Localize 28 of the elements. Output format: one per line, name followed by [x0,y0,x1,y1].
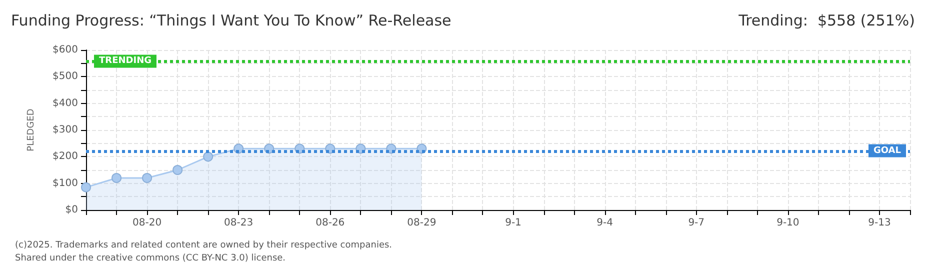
point [172,165,183,175]
point [81,182,91,192]
x-tick-label: 08-20 [132,218,162,228]
ref-line-label: GOAL [874,146,902,156]
point [142,173,152,183]
x-tick-label: 9-4 [596,218,613,228]
y-tick-label: $500 [52,71,78,82]
point [203,152,214,162]
x-tick-label: 9-1 [505,218,522,228]
x-tick-label: 9-7 [688,218,705,228]
text: (c)2025. Trademarks and related content are owned by their respective companies. [15,240,392,250]
x-tick-label: 08-26 [316,218,345,228]
chart-subtitle: Trending: $558 (251%) [738,12,916,30]
x-tick-label: 9-10 [776,218,800,228]
x-tick-label: 08-29 [407,218,436,228]
y-tick-label: $200 [52,151,78,162]
y-tick-label: $600 [52,44,78,56]
x-tick-label: 9-13 [868,218,891,228]
y-tick-label: $100 [52,178,78,189]
text: Shared under the creative commons (CC BY-NC 3.0) license. [15,254,286,264]
y-tick-label: $400 [52,98,78,109]
y-tick-label: $300 [52,124,78,136]
y-tick-label: $0 [65,204,78,216]
ref-line-label: TRENDING [99,56,152,66]
y-axis-title: PLEDGED [26,108,36,152]
chart-title: Funding Progress: “Things I Want You To Know” Re-Release [11,12,452,30]
point [112,173,122,183]
x-tick-label: 08-23 [224,218,254,228]
